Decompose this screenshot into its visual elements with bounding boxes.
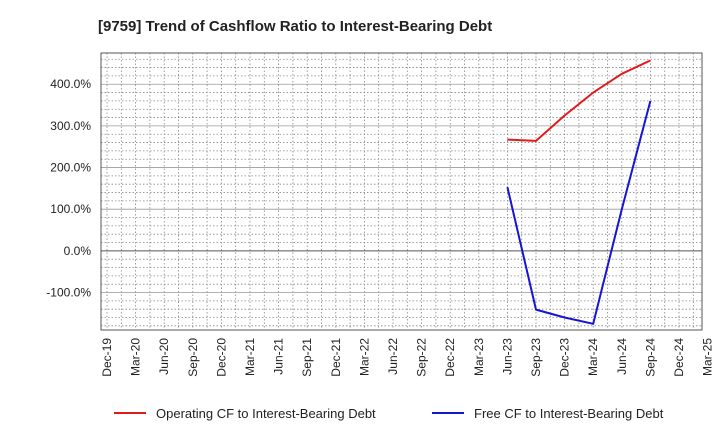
x-tick-label: Dec-24 bbox=[672, 338, 686, 377]
y-tick-label: 0.0% bbox=[64, 244, 92, 258]
legend-label: Free CF to Interest-Bearing Debt bbox=[474, 406, 664, 421]
plot-frame bbox=[100, 52, 703, 331]
x-tick-label: Mar-25 bbox=[701, 338, 715, 376]
y-tick-label: 100.0% bbox=[50, 202, 91, 216]
legend: Operating CF to Interest-Bearing Debt Fre… bbox=[114, 406, 664, 421]
x-tick-label: Sep-21 bbox=[300, 338, 314, 377]
legend-label: Operating CF to Interest-Bearing Debt bbox=[156, 406, 376, 421]
y-tick-label: 400.0% bbox=[50, 77, 91, 91]
x-tick-label: Dec-19 bbox=[100, 338, 114, 377]
x-tick-label: Mar-21 bbox=[243, 338, 257, 376]
y-axis-ticks: -100.0% 0.0% 100.0% 200.0% 300.0% 400.0% bbox=[46, 77, 91, 299]
x-tick-label: Mar-22 bbox=[357, 338, 371, 376]
x-tick-label: Mar-24 bbox=[586, 338, 600, 376]
x-tick-label: Sep-24 bbox=[643, 338, 657, 377]
x-tick-label: Mar-23 bbox=[472, 338, 486, 376]
x-tick-label: Jun-23 bbox=[500, 338, 514, 375]
x-tick-label: Jun-22 bbox=[386, 338, 400, 375]
x-tick-label: Sep-20 bbox=[186, 338, 200, 377]
x-tick-label: Jun-21 bbox=[272, 338, 286, 375]
series-line-free-cf bbox=[506, 100, 652, 325]
y-tick-label: 300.0% bbox=[50, 119, 91, 133]
x-tick-label: Dec-21 bbox=[329, 338, 343, 377]
series-layer bbox=[506, 59, 652, 325]
x-tick-label: Mar-20 bbox=[129, 338, 143, 376]
y-tick-label: 200.0% bbox=[50, 161, 91, 175]
x-tick-label: Sep-22 bbox=[415, 338, 429, 377]
x-tick-label: Dec-22 bbox=[443, 338, 457, 377]
x-tick-label: Jun-24 bbox=[615, 338, 629, 375]
y-tick-label: -100.0% bbox=[46, 286, 91, 300]
chart-title: [9759] Trend of Cashflow Ratio to Intere… bbox=[98, 18, 492, 35]
x-tick-label: Jun-20 bbox=[157, 338, 171, 375]
grid-layer bbox=[101, 53, 702, 330]
x-axis-ticks: Dec-19 Mar-20 Jun-20 Sep-20 Dec-20 Mar-21 Jun-… bbox=[100, 338, 715, 377]
x-tick-label: Dec-23 bbox=[558, 338, 572, 377]
series-line-operating-cf bbox=[507, 59, 651, 142]
x-tick-label: Dec-20 bbox=[214, 338, 228, 377]
x-tick-label: Sep-23 bbox=[529, 338, 543, 377]
